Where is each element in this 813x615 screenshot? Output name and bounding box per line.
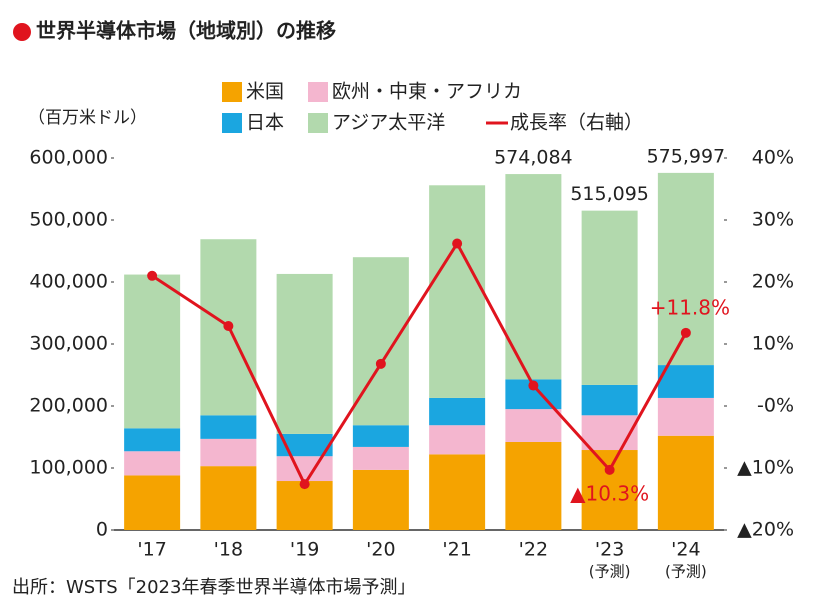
- total-label: 515,095: [570, 183, 649, 205]
- bar: [581, 415, 638, 451]
- y2-tick-label: ▲10%: [737, 457, 794, 479]
- x-tick-label: '19: [290, 539, 319, 561]
- bar: [505, 174, 562, 380]
- growth-point: [147, 270, 158, 281]
- growth-point: [375, 358, 386, 369]
- growth-point: [299, 479, 310, 490]
- bar: [581, 384, 638, 416]
- bar: [276, 433, 333, 457]
- total-label: 574,084: [494, 147, 573, 169]
- growth-label: +11.8%: [650, 295, 730, 319]
- bar: [429, 397, 486, 426]
- y2-tick-label: 30%: [752, 209, 794, 231]
- y-tick-label: 200,000: [29, 395, 108, 417]
- bar: [200, 466, 257, 530]
- bar: [429, 454, 486, 530]
- y-tick-label: 400,000: [29, 271, 108, 293]
- bar: [124, 274, 181, 429]
- bar: [124, 428, 181, 452]
- x-tick-label: '21: [442, 539, 471, 561]
- x-tick-label: '23: [595, 539, 624, 561]
- legend-label: 日本: [246, 112, 284, 134]
- legend-swatch: [308, 113, 328, 133]
- x-tick-label: '20: [366, 539, 395, 561]
- bar: [429, 185, 486, 398]
- y-tick-label: 500,000: [29, 209, 108, 231]
- bar: [200, 438, 257, 467]
- bar: [276, 481, 333, 530]
- growth-label: ▲10.3%: [570, 481, 649, 505]
- y-tick-label: 300,000: [29, 333, 108, 355]
- growth-line: [151, 240, 688, 488]
- bar: [352, 446, 409, 470]
- growth-point: [680, 327, 691, 338]
- y-axis-label: （百万米ドル）: [28, 108, 147, 128]
- legend-swatch: [222, 113, 242, 133]
- total-label: 575,997: [647, 145, 726, 167]
- y-tick-label: 0: [96, 519, 108, 541]
- bar: [657, 435, 714, 530]
- legend-label: 欧州・中東・アフリカ: [332, 81, 522, 103]
- x-tick-note: (予測): [665, 563, 707, 581]
- legend-label: アジア太平洋: [332, 112, 445, 134]
- legend-label: 米国: [246, 81, 284, 103]
- y-tick-label: 100,000: [29, 457, 108, 479]
- bar: [505, 409, 562, 442]
- x-tick-label: '24: [671, 539, 700, 561]
- x-tick-label: '17: [137, 539, 166, 561]
- x-tick-note: (予測): [589, 563, 631, 581]
- bar: [657, 365, 714, 398]
- bar: [352, 425, 409, 447]
- growth-point: [223, 321, 234, 332]
- growth-point: [452, 238, 463, 249]
- x-tick-label: '18: [214, 539, 243, 561]
- title-bullet: [13, 23, 31, 41]
- bar: [505, 441, 562, 530]
- legend-swatch: [222, 82, 242, 102]
- growth-point: [604, 464, 615, 475]
- bar: [657, 397, 714, 436]
- growth-point: [528, 380, 539, 391]
- bar: [429, 425, 486, 455]
- y2-tick-label: ▲20%: [737, 519, 794, 541]
- y2-tick-label: 40%: [752, 147, 794, 169]
- chart-title: 世界半導体市場（地域別）の推移: [36, 19, 336, 43]
- bar: [352, 257, 409, 426]
- bar: [124, 475, 181, 530]
- legend-label: 成長率（右軸）: [510, 112, 643, 134]
- bar: [276, 273, 333, 434]
- bar: [276, 456, 333, 482]
- bar: [581, 210, 638, 385]
- bar: [581, 450, 638, 530]
- bar: [200, 415, 257, 439]
- bar: [352, 469, 409, 530]
- bar: [124, 451, 181, 476]
- x-tick-label: '22: [519, 539, 548, 561]
- y2-tick-label: 20%: [752, 271, 794, 293]
- legend-swatch: [308, 82, 328, 102]
- y2-tick-label: -0%: [757, 395, 794, 417]
- source: 出所：WSTS「2023年春季世界半導体市場予測」: [12, 577, 415, 598]
- y-tick-label: 600,000: [29, 147, 108, 169]
- y2-tick-label: 10%: [752, 333, 794, 355]
